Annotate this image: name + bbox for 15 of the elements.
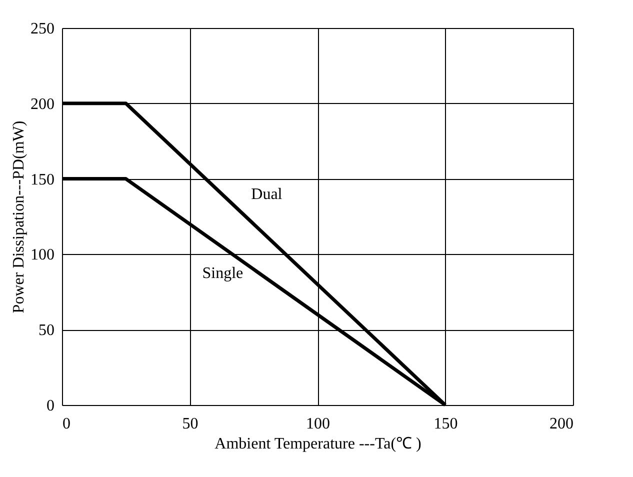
y-axis-title: Power Dissipation---PD(mW)	[10, 120, 28, 314]
y-tick-label: 100	[30, 246, 54, 264]
x-tick-label: 100	[306, 416, 330, 432]
y-tick-label: 50	[38, 322, 54, 340]
y-tick-label: 200	[30, 96, 54, 113]
x-tick-label: 50	[182, 416, 198, 432]
x-tick-label: 0	[62, 416, 70, 432]
series-label: Single	[202, 264, 244, 282]
y-tick-label: 250	[30, 20, 54, 38]
y-tick-label: 0	[46, 398, 54, 414]
y-tick-label: 150	[30, 171, 54, 188]
series-label: Dual	[251, 186, 283, 203]
x-tick-label: 200	[550, 416, 574, 432]
x-axis-title: Ambient Temperature ---Ta(℃ )	[214, 436, 422, 452]
x-tick-label: 150	[434, 416, 458, 432]
